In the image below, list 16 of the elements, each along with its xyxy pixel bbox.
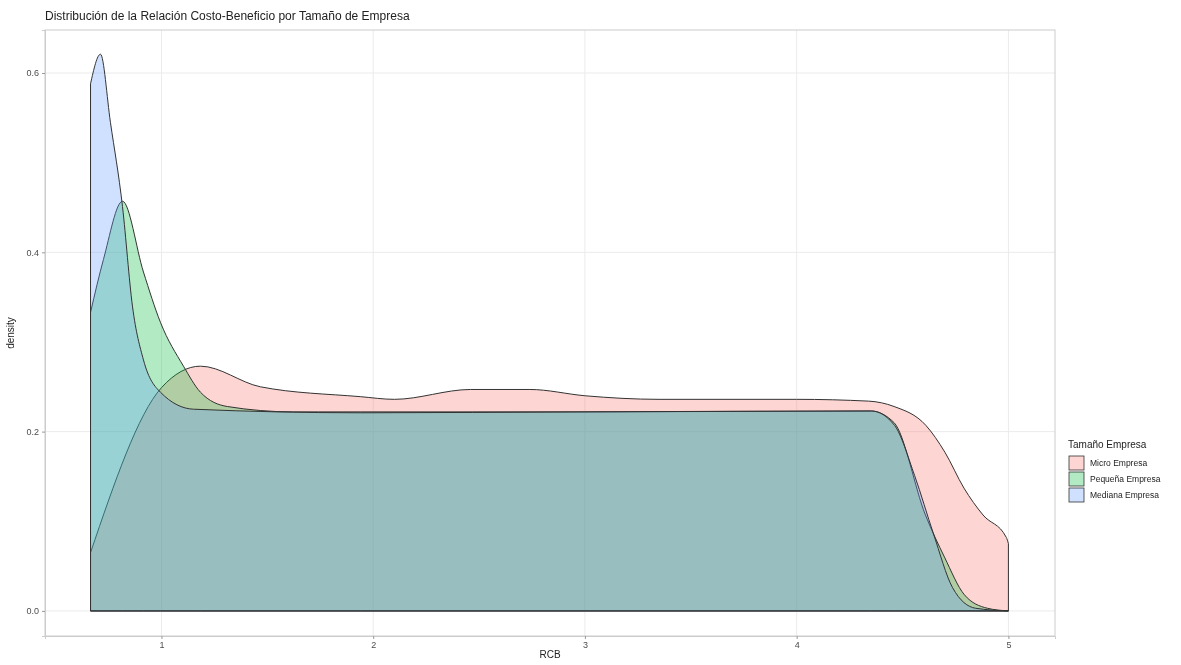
legend-label: Pequeña Empresa xyxy=(1090,474,1161,484)
y-tick-label: 0.2 xyxy=(26,426,39,437)
y-tick-label: 0.0 xyxy=(26,606,39,617)
x-tick-label: 2 xyxy=(371,640,377,651)
y-tick-label: 0.6 xyxy=(26,68,39,79)
legend-label: Mediana Empresa xyxy=(1090,490,1160,500)
x-tick-label: 3 xyxy=(582,640,588,651)
y-tick-label: 0.4 xyxy=(26,247,39,258)
y-axis-title: density xyxy=(5,317,16,349)
x-tick-label: 4 xyxy=(794,640,800,651)
x-axis-title: RCB xyxy=(539,649,561,660)
x-tick-label: 5 xyxy=(1006,640,1012,651)
legend-label: Micro Empresa xyxy=(1090,458,1148,468)
chart-title: Distribución de la Relación Costo-Beneficio por Tamaño de Empresa xyxy=(45,9,410,23)
x-tick-label: 1 xyxy=(159,640,165,651)
legend-title: Tamaño Empresa xyxy=(1068,439,1147,450)
